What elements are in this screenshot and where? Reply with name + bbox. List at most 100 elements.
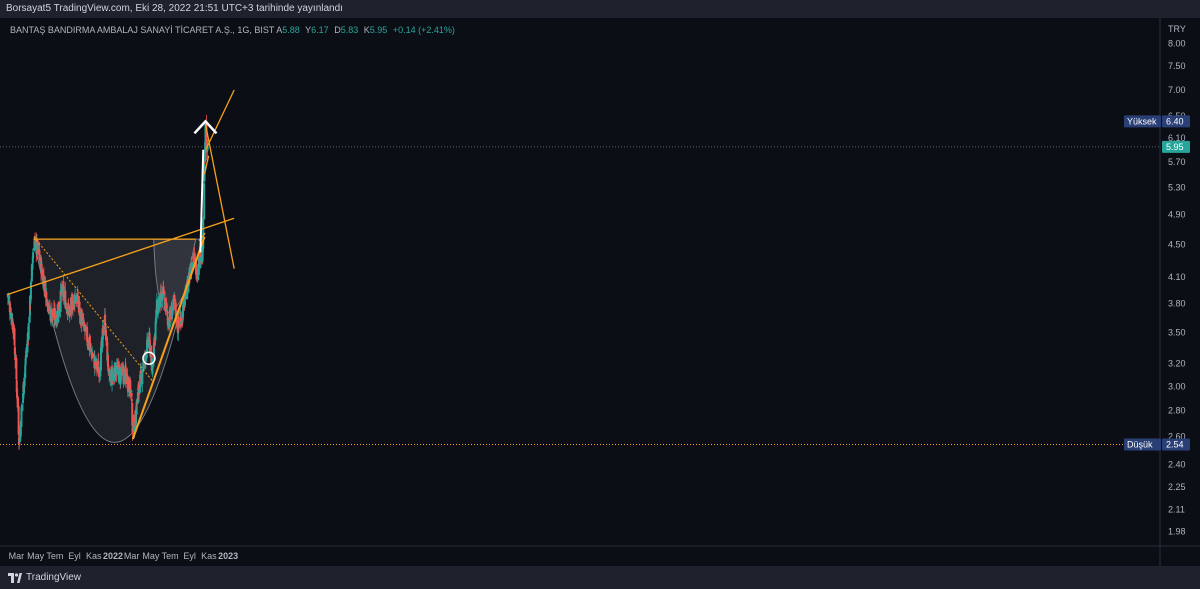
last-price-marker-value-bg: [1162, 140, 1190, 153]
candle-body: [136, 392, 139, 404]
candle-body: [129, 380, 132, 394]
last-price-marker-value: 5.95: [1166, 142, 1184, 152]
candle-body: [182, 301, 185, 309]
candle-body: [43, 284, 46, 288]
bottom-bar: TradingView: [0, 566, 1200, 589]
y-tick-label: 3.80: [1168, 299, 1186, 309]
currency-label: TRY: [1168, 24, 1186, 34]
high-value: 6.17: [311, 25, 329, 35]
candle-body: [7, 298, 10, 300]
y-tick-label: 5.70: [1168, 157, 1186, 167]
candle-body: [17, 405, 20, 435]
low-marker-value-bg: [1162, 438, 1190, 451]
candle-body: [24, 364, 27, 379]
low-marker: 2.54 Düşük: [1124, 438, 1190, 451]
breakout-arrow-line: [199, 149, 205, 253]
candlestick-chart[interactable]: TRY8.007.507.006.506.105.705.304.904.504…: [0, 18, 1200, 566]
candle-body: [34, 235, 37, 238]
candle-body: [124, 369, 127, 375]
x-tick-label: May: [142, 551, 160, 561]
candle-body: [141, 374, 144, 385]
candle-body: [186, 282, 189, 294]
time-scale: Mar May Tem Eyl Kas 2022 Mar May Tem Eyl Kas 2023: [9, 551, 239, 561]
candle-body: [40, 269, 43, 275]
candle-body: [177, 322, 180, 324]
candle-body: [65, 306, 68, 310]
high-marker-label: Yüksek: [1127, 116, 1157, 126]
candle-body: [202, 218, 205, 249]
candle-body: [90, 348, 93, 353]
candle-body: [31, 256, 34, 264]
candle-body: [47, 308, 50, 310]
x-tick-label: 2022: [103, 551, 123, 561]
y-tick-label: 3.50: [1168, 327, 1186, 337]
high-marker-label-bg: [1124, 115, 1161, 128]
candle-body: [19, 421, 22, 437]
candle-body: [105, 330, 108, 339]
candle-body: [206, 146, 209, 150]
y-tick-label: 2.80: [1168, 405, 1186, 415]
candle-body: [185, 292, 188, 300]
candle-body: [203, 183, 206, 220]
candle-body: [139, 375, 142, 393]
candle-body: [57, 305, 60, 322]
candle-body: [18, 433, 21, 443]
low-label: D: [334, 25, 341, 35]
dotted-downtrend: [33, 236, 153, 381]
candle-body: [169, 308, 172, 318]
candle-body: [96, 366, 99, 368]
y-tick-label: 2.60: [1168, 431, 1186, 441]
candle-body: [117, 366, 120, 383]
candle-body: [102, 326, 105, 331]
candle-body: [122, 370, 125, 385]
candle-body: [78, 301, 81, 316]
projection-down: [204, 123, 235, 269]
x-tick-label: Kas: [86, 551, 102, 561]
high-marker-value: 6.40: [1166, 116, 1184, 126]
top-bar: Borsayat5 TradingView.com, Eki 28, 2022 …: [0, 0, 1200, 18]
candle-body: [173, 295, 176, 302]
candle-body: [16, 388, 19, 398]
tradingview-brand[interactable]: TradingView: [8, 572, 81, 583]
open-value: 5.88: [282, 25, 300, 35]
candle-body: [130, 399, 133, 402]
candle-body: [13, 328, 16, 346]
candle-body: [52, 314, 55, 317]
x-tick-label: Tem: [162, 551, 179, 561]
candle-body: [131, 403, 134, 426]
candle-body: [21, 404, 24, 407]
candle-body: [151, 363, 154, 375]
high-marker: 6.40 Yüksek: [1124, 115, 1190, 128]
peak-chevron-icon: [193, 119, 218, 135]
candle-body: [93, 361, 96, 365]
candle-body: [45, 290, 48, 292]
y-tick-label: 1.98: [1168, 527, 1186, 537]
low-marker-label-bg: [1124, 438, 1161, 451]
candle-body: [46, 302, 49, 310]
candle-body: [137, 384, 140, 394]
candle-body: [15, 380, 18, 392]
candle-body: [195, 264, 198, 280]
x-tick-label: Eyl: [183, 551, 196, 561]
y-tick-label: 4.50: [1168, 239, 1186, 249]
y-tick-label: 8.00: [1168, 38, 1186, 48]
channel-lower: [203, 155, 210, 175]
candle-body: [162, 286, 165, 294]
candle-body: [77, 295, 80, 307]
candle-body: [199, 247, 202, 262]
chart-area[interactable]: TRY8.007.507.006.506.105.705.304.904.504…: [0, 18, 1200, 566]
candle-body: [145, 354, 148, 358]
low-marker-label: Düşük: [1127, 439, 1153, 449]
x-tick-label: Mar: [9, 551, 25, 561]
x-tick-label: Mar: [124, 551, 140, 561]
candle-body: [59, 290, 62, 312]
y-tick-label: 2.11: [1168, 504, 1185, 514]
low-marker-value: 2.54: [1166, 439, 1184, 449]
candle-body: [99, 369, 102, 377]
last-price-marker: 5.95: [1162, 140, 1190, 153]
close-label: K: [363, 25, 370, 35]
low-value: 5.83: [340, 25, 359, 35]
candle-body: [14, 354, 17, 358]
candle-body: [99, 348, 102, 371]
x-tick-label: 2023: [218, 551, 238, 561]
